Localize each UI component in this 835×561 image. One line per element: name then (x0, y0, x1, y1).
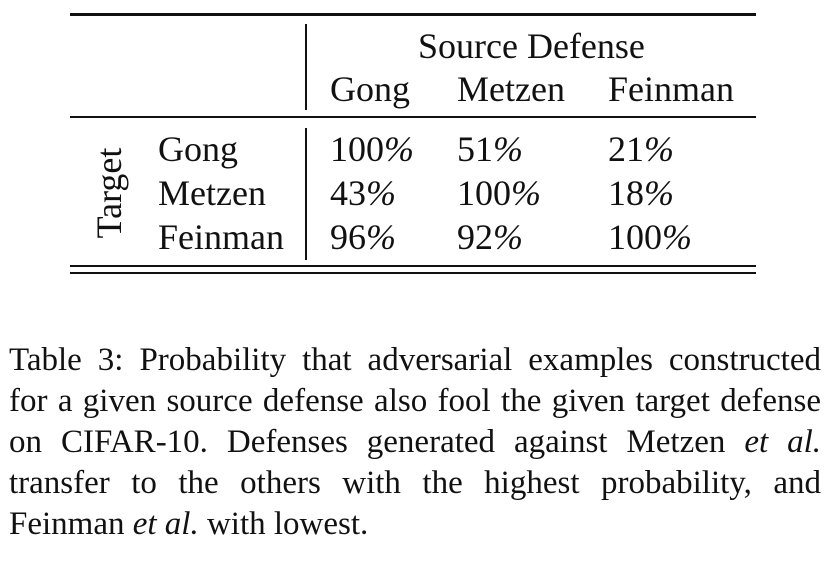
cell-metzen-metzen: 100% (457, 173, 541, 213)
source-defense-header: Source Defense (418, 26, 645, 66)
column-header-metzen: Metzen (457, 69, 565, 109)
top-rule (70, 13, 756, 16)
cell-gong-metzen: 51% (457, 129, 523, 169)
cell-metzen-feinman: 18% (608, 173, 674, 213)
table-caption: Table 3: Probability that adversarial ex… (9, 342, 821, 542)
cell-feinman-gong: 96% (330, 217, 396, 257)
caption-label: Table 3: (9, 342, 124, 378)
cell-feinman-feinman: 100% (608, 217, 692, 257)
cell-gong-feinman: 21% (608, 129, 674, 169)
bottom-rule-lower (70, 272, 756, 274)
header-vertical-divider (305, 24, 307, 110)
bottom-rule-upper (70, 265, 756, 267)
row-label-feinman: Feinman (158, 217, 284, 257)
cell-metzen-gong: 43% (330, 173, 396, 213)
column-header-gong: Gong (330, 69, 410, 109)
body-vertical-divider (305, 128, 307, 260)
row-label-metzen: Metzen (158, 173, 266, 213)
cell-feinman-metzen: 92% (457, 217, 523, 257)
column-header-feinman: Feinman (608, 69, 734, 109)
target-row-group-label: Target (89, 147, 129, 239)
mid-rule (70, 116, 756, 118)
cell-gong-gong: 100% (330, 129, 414, 169)
row-label-gong: Gong (158, 129, 238, 169)
